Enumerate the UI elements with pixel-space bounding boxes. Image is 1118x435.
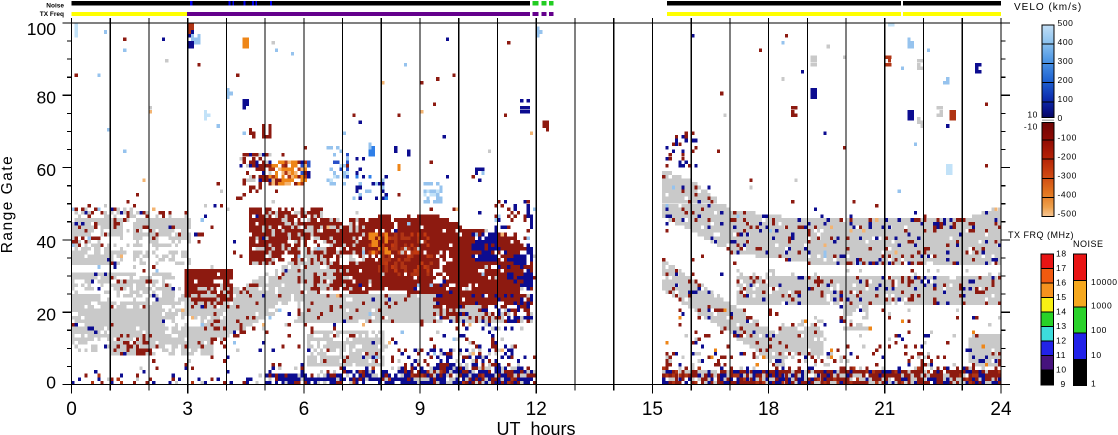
svg-text:500: 500 bbox=[1058, 18, 1074, 28]
svg-text:11: 11 bbox=[1056, 350, 1066, 360]
svg-text:400: 400 bbox=[1058, 37, 1074, 47]
svg-text:NOISE: NOISE bbox=[1073, 239, 1104, 249]
svg-text:20: 20 bbox=[37, 305, 57, 325]
svg-text:14: 14 bbox=[1056, 307, 1067, 317]
svg-text:Range Gate: Range Gate bbox=[0, 155, 16, 254]
svg-text:3: 3 bbox=[182, 399, 193, 420]
svg-text:TX Freq: TX Freq bbox=[40, 11, 64, 18]
svg-text:40: 40 bbox=[37, 232, 57, 252]
svg-text:17: 17 bbox=[1056, 263, 1067, 273]
svg-text:10000: 10000 bbox=[1091, 277, 1118, 287]
svg-text:VELO (km/s): VELO (km/s) bbox=[1014, 2, 1082, 13]
svg-text:TX FRQ (MHz): TX FRQ (MHz) bbox=[1008, 230, 1074, 240]
svg-text:Noise: Noise bbox=[46, 3, 64, 10]
svg-text:16: 16 bbox=[1056, 277, 1067, 287]
svg-text:100: 100 bbox=[27, 19, 56, 39]
svg-text:15: 15 bbox=[642, 399, 663, 420]
svg-text:60: 60 bbox=[37, 160, 57, 180]
svg-text:-100: -100 bbox=[1058, 132, 1077, 142]
svg-text:21: 21 bbox=[874, 399, 895, 420]
svg-text:-10: -10 bbox=[1024, 122, 1038, 132]
svg-text:0: 0 bbox=[1058, 113, 1063, 123]
svg-text:24: 24 bbox=[990, 399, 1012, 420]
svg-text:200: 200 bbox=[1058, 75, 1074, 85]
svg-text:13: 13 bbox=[1056, 321, 1067, 331]
svg-text:9: 9 bbox=[415, 399, 426, 420]
svg-text:0: 0 bbox=[66, 399, 77, 420]
svg-text:10: 10 bbox=[1027, 110, 1038, 120]
svg-text:-400: -400 bbox=[1058, 190, 1077, 200]
svg-text:100: 100 bbox=[1091, 325, 1107, 335]
svg-text:10: 10 bbox=[1091, 350, 1102, 360]
svg-text:6: 6 bbox=[299, 399, 310, 420]
svg-text:100: 100 bbox=[1058, 94, 1074, 104]
svg-text:18: 18 bbox=[1056, 248, 1067, 258]
svg-text:UT hours: UT hours bbox=[496, 419, 575, 435]
svg-text:12: 12 bbox=[526, 399, 547, 420]
svg-text:9: 9 bbox=[1061, 379, 1066, 389]
svg-text:-300: -300 bbox=[1058, 170, 1077, 180]
svg-text:18: 18 bbox=[758, 399, 779, 420]
svg-text:12: 12 bbox=[1056, 336, 1067, 346]
svg-text:300: 300 bbox=[1058, 56, 1074, 66]
svg-text:1000: 1000 bbox=[1091, 300, 1112, 310]
svg-text:80: 80 bbox=[37, 88, 57, 108]
svg-text:1: 1 bbox=[1091, 379, 1096, 389]
svg-text:0: 0 bbox=[46, 373, 56, 393]
svg-text:-200: -200 bbox=[1058, 151, 1077, 161]
svg-text:15: 15 bbox=[1056, 292, 1067, 302]
svg-text:-500: -500 bbox=[1058, 209, 1077, 219]
svg-text:10: 10 bbox=[1056, 365, 1067, 375]
